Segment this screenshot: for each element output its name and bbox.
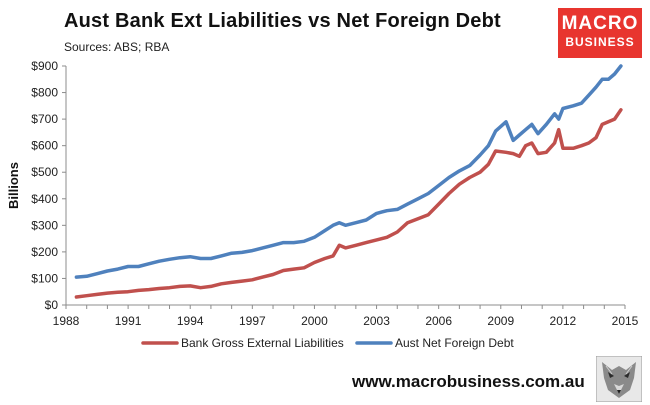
series-line-bank-liabilities: [74, 108, 623, 299]
y-tick-label: $500: [31, 165, 58, 179]
logo-line-1: MACRO: [561, 13, 639, 34]
x-tick-label: 2009: [487, 314, 514, 328]
chart-subtitle: Sources: ABS; RBA: [64, 40, 170, 54]
x-tick-label: 2000: [301, 314, 328, 328]
x-tick-label: 1994: [177, 314, 204, 328]
legend-label: Aust Net Foreign Debt: [395, 336, 514, 350]
macrobusiness-logo: MACRO BUSINESS: [558, 8, 642, 58]
y-tick-label: $300: [31, 218, 58, 232]
x-tick-label: 2003: [363, 314, 390, 328]
y-tick-label: $700: [31, 112, 58, 126]
x-tick-label: 2015: [612, 314, 639, 328]
x-tick-label: 2012: [550, 314, 577, 328]
x-tick-label: 2006: [425, 314, 452, 328]
y-tick-label: $100: [31, 271, 58, 285]
x-tick-label: 1988: [53, 314, 80, 328]
y-tick-label: $0: [45, 298, 59, 312]
wolf-head-icon: [596, 356, 642, 402]
y-tick-label: $800: [31, 86, 58, 100]
series-line-net-foreign-debt: [74, 64, 623, 279]
website-url[interactable]: www.macrobusiness.com.au: [352, 372, 585, 391]
x-tick-label: 1997: [239, 314, 266, 328]
chart-title: Aust Bank Ext Liabilities vs Net Foreign…: [64, 10, 501, 32]
legend-label: Bank Gross External Liabilities: [181, 336, 344, 350]
logo-line-2: BUSINESS: [565, 35, 635, 49]
y-tick-label: $400: [31, 192, 58, 206]
x-tick-label: 1991: [115, 314, 142, 328]
y-tick-label: $900: [31, 59, 58, 73]
y-tick-label: $600: [31, 139, 58, 153]
y-tick-label: $200: [31, 245, 58, 259]
y-axis-label: Billions: [6, 162, 21, 209]
